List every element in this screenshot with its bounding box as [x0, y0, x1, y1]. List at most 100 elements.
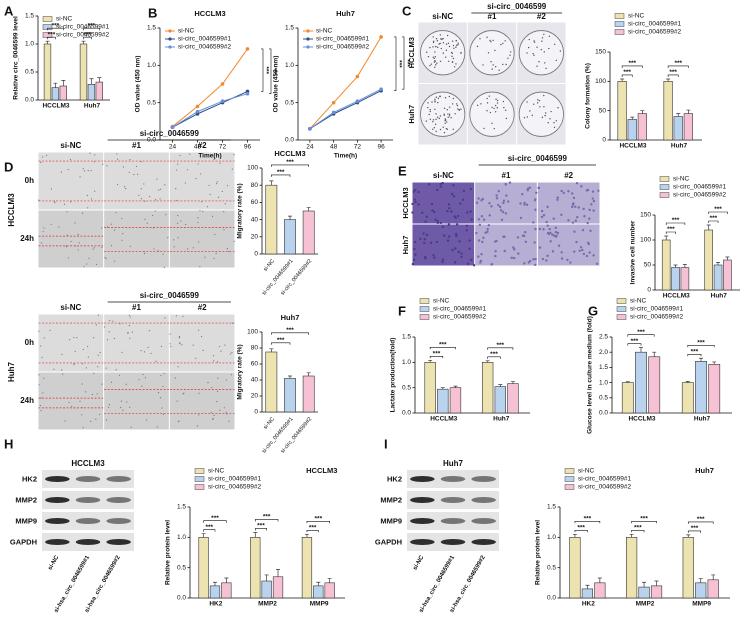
column-label: #2 — [564, 171, 573, 180]
cell-dot — [141, 385, 143, 387]
y-tick-label: 0.5 — [547, 564, 556, 571]
bar — [59, 85, 67, 101]
bar — [313, 585, 324, 599]
legend-label: si-NC — [433, 298, 450, 305]
colony-dot — [452, 44, 455, 47]
colony-dot — [502, 100, 505, 103]
cell-dot — [71, 405, 73, 407]
cell-dot — [504, 212, 508, 215]
colony-dot — [543, 51, 545, 53]
line — [172, 48, 248, 127]
colony-dot — [451, 40, 454, 42]
cell-dot — [93, 337, 95, 339]
legend-swatch — [306, 37, 310, 41]
error-bar — [685, 381, 690, 383]
cell-dot — [497, 203, 500, 207]
cell-dot — [110, 381, 113, 383]
colony-dot — [545, 112, 547, 114]
legend-label: si-NC — [316, 28, 333, 35]
significance-bracket — [667, 74, 679, 77]
colony-dot — [476, 104, 479, 107]
colony-dot — [436, 40, 439, 42]
colony-dot — [491, 122, 493, 125]
cell-dot — [534, 208, 537, 211]
legend-label: si-circ_0046599#2 — [628, 29, 682, 36]
x-tick-label: HCCLM3 — [619, 143, 646, 150]
panel-letter: I — [384, 436, 388, 451]
cell-dot — [524, 240, 528, 243]
error-bar — [572, 533, 577, 538]
colony-dot — [442, 42, 445, 44]
legend-swatch — [616, 306, 627, 312]
cell-dot — [104, 326, 106, 328]
colony-dot — [505, 63, 507, 66]
colony-dot — [548, 35, 551, 37]
cell-dot — [85, 367, 87, 369]
cell-dot — [90, 170, 92, 172]
cell-dot — [135, 165, 138, 168]
cell-dot — [537, 186, 540, 190]
error-bar — [253, 532, 258, 538]
y-tick-label: 0.0 — [177, 595, 186, 602]
error-bar — [686, 109, 691, 114]
cell-dot — [456, 214, 460, 218]
error-bar — [682, 264, 687, 268]
error-bar — [97, 77, 102, 83]
colony-dot — [543, 106, 545, 108]
error-bar — [620, 78, 625, 82]
cell-dot — [414, 188, 417, 192]
cell-dot — [157, 392, 160, 394]
cell-dot — [591, 197, 595, 200]
cell-dot — [490, 263, 493, 266]
cell-dot — [133, 173, 135, 176]
cell-dot — [525, 203, 529, 206]
cell-dot — [117, 158, 119, 160]
cell-dot — [470, 218, 473, 221]
x-tick-label: 96 — [244, 144, 252, 151]
cell-dot — [582, 207, 585, 211]
legend-label: si-circ_0046599#2 — [56, 32, 110, 39]
cell-dot — [217, 377, 219, 379]
cell-dot — [41, 356, 43, 359]
cell-dot — [154, 210, 156, 212]
error-bar — [327, 578, 332, 583]
legend-swatch — [194, 468, 205, 474]
error-bar — [652, 351, 657, 357]
legend-label: si-NC — [56, 16, 73, 23]
significance-label: *** — [697, 516, 705, 523]
colony-dot — [439, 60, 442, 62]
legend-label: si-circ_0046599#1 — [316, 36, 370, 43]
cell-dot — [181, 344, 183, 346]
cell-dot — [436, 221, 440, 225]
colony-dot — [440, 38, 442, 40]
cell-dot — [542, 228, 545, 231]
cell-dot — [69, 158, 72, 161]
cell-dot — [120, 406, 122, 409]
legend-swatch — [419, 314, 430, 320]
colony-dot — [553, 121, 555, 124]
colony-dot — [433, 61, 436, 63]
legend-label: si-circ_0046599#1 — [433, 306, 487, 313]
colony-dot — [547, 122, 549, 124]
x-tick-label: 48 — [330, 144, 338, 151]
y-axis-label: Relative protein level — [165, 520, 172, 585]
cell-dot — [110, 245, 113, 247]
chart-title: Huh7 — [695, 466, 714, 475]
colony-dot — [443, 107, 446, 110]
colony-dot — [435, 130, 437, 133]
bar — [680, 267, 690, 291]
cell-dot — [53, 368, 55, 370]
bar — [265, 184, 278, 255]
error-bar — [510, 381, 515, 384]
cell-dot — [207, 381, 209, 384]
colony-dot — [434, 123, 437, 125]
cell-dot — [560, 213, 563, 216]
colony-dot — [446, 121, 448, 123]
cell-dot — [179, 154, 181, 157]
cell-dot — [119, 323, 121, 325]
colony-dot — [502, 63, 504, 66]
panel-letter: A — [4, 3, 14, 18]
bar — [221, 582, 232, 599]
row-label: 0h — [25, 338, 34, 347]
